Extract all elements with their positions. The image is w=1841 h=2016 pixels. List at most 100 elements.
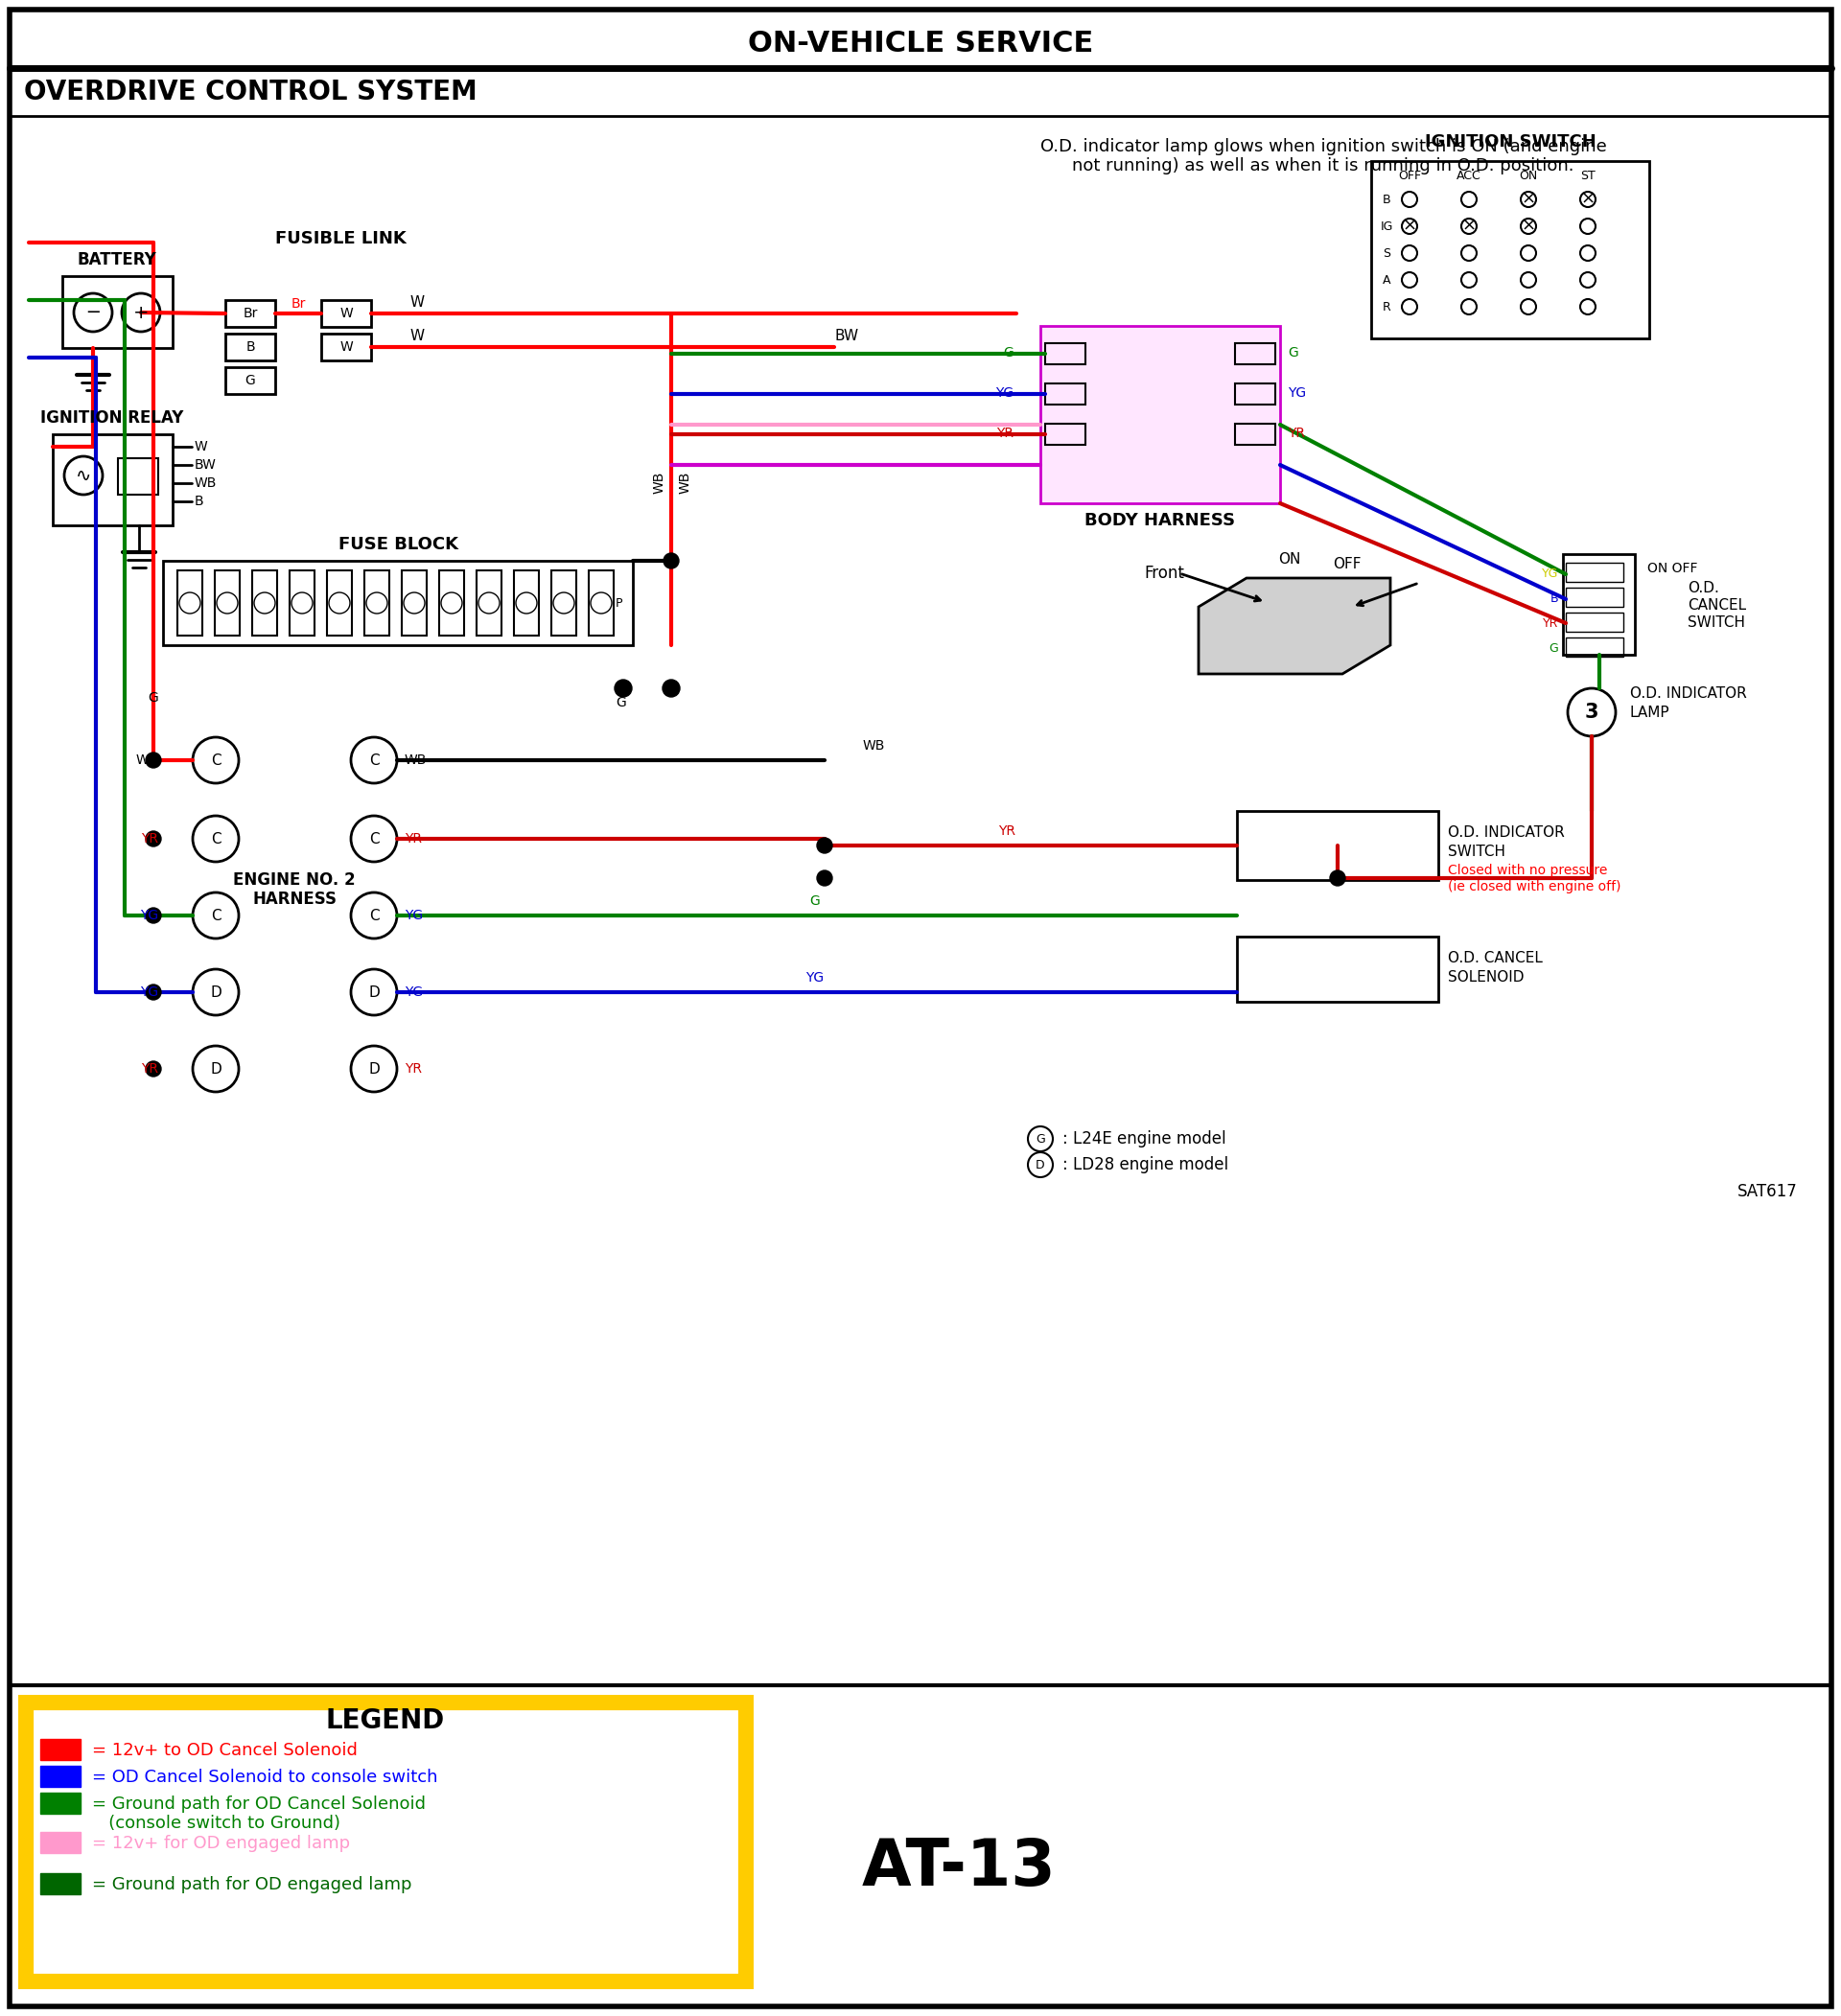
Bar: [328, 571, 352, 635]
Text: : LD28 engine model: : LD28 engine model: [1062, 1155, 1228, 1173]
Text: ─: ─: [87, 302, 99, 323]
Bar: [41, 1766, 81, 1786]
Text: YG: YG: [1287, 387, 1305, 399]
Text: YR: YR: [142, 833, 158, 845]
Text: G: G: [147, 691, 158, 706]
Text: B: B: [195, 494, 204, 508]
Text: YR: YR: [996, 427, 1014, 439]
Circle shape: [817, 871, 832, 885]
Bar: [1563, 554, 1635, 655]
Text: A: A: [1383, 274, 1390, 286]
Bar: [215, 571, 239, 635]
Bar: [320, 300, 372, 327]
Circle shape: [1329, 871, 1346, 885]
Bar: [514, 571, 539, 635]
Text: = Ground path for OD engaged lamp: = Ground path for OD engaged lamp: [92, 1877, 412, 1893]
Bar: [589, 571, 613, 635]
Text: BATTERY: BATTERY: [77, 252, 156, 268]
Bar: [1046, 343, 1086, 365]
Text: ×: ×: [1403, 218, 1418, 236]
Text: YR: YR: [998, 825, 1016, 839]
Text: P: P: [615, 597, 622, 609]
Text: ST: ST: [1580, 169, 1596, 181]
Text: ×: ×: [1521, 218, 1535, 236]
Text: BODY HARNESS: BODY HARNESS: [1084, 512, 1235, 528]
Bar: [41, 1833, 81, 1853]
Text: YG: YG: [1541, 566, 1557, 579]
Text: IGNITION RELAY: IGNITION RELAY: [41, 409, 184, 427]
Text: D: D: [210, 986, 221, 1000]
Text: 3: 3: [1585, 704, 1598, 722]
Text: D: D: [368, 986, 379, 1000]
Bar: [550, 571, 576, 635]
Text: BW: BW: [834, 329, 858, 343]
Text: B: B: [1383, 194, 1390, 206]
Text: G: G: [1036, 1133, 1046, 1145]
Text: = Ground path for OD Cancel Solenoid: = Ground path for OD Cancel Solenoid: [92, 1796, 425, 1812]
Text: WB: WB: [679, 472, 692, 494]
Text: BW: BW: [195, 458, 217, 472]
Text: YG: YG: [140, 909, 158, 921]
Text: YG: YG: [405, 986, 423, 998]
Text: C: C: [368, 833, 379, 847]
Bar: [164, 560, 633, 645]
Text: LEGEND: LEGEND: [326, 1708, 446, 1734]
Text: ENGINE NO. 2
HARNESS: ENGINE NO. 2 HARNESS: [234, 871, 355, 907]
Text: WB: WB: [654, 472, 666, 494]
Text: YR: YR: [1543, 617, 1557, 629]
Polygon shape: [1198, 579, 1390, 673]
Bar: [401, 571, 427, 635]
Circle shape: [663, 552, 679, 569]
Text: G: G: [617, 696, 626, 710]
Text: O.D. INDICATOR: O.D. INDICATOR: [1447, 825, 1565, 839]
Text: YG: YG: [405, 909, 423, 921]
Text: YR: YR: [405, 1062, 422, 1077]
Text: D: D: [368, 1062, 379, 1077]
Text: ON: ON: [1278, 552, 1302, 566]
Circle shape: [145, 831, 162, 847]
Text: YR: YR: [142, 1062, 158, 1077]
Bar: [225, 367, 274, 393]
Text: ×: ×: [1521, 192, 1535, 208]
Text: ON-VEHICLE SERVICE: ON-VEHICLE SERVICE: [747, 30, 1094, 56]
Bar: [1567, 587, 1624, 607]
Text: D: D: [210, 1062, 221, 1077]
Bar: [118, 458, 158, 494]
Text: O.D. indicator lamp glows when ignition switch is ON (and engine
not running) as: O.D. indicator lamp glows when ignition …: [1040, 137, 1607, 175]
Text: G: G: [245, 373, 256, 387]
Text: = OD Cancel Solenoid to console switch: = OD Cancel Solenoid to console switch: [92, 1768, 438, 1786]
Text: YR: YR: [405, 833, 422, 845]
Text: SWITCH: SWITCH: [1447, 845, 1506, 859]
Text: FUSE BLOCK: FUSE BLOCK: [339, 536, 458, 552]
Circle shape: [145, 984, 162, 1000]
Text: WB: WB: [195, 476, 217, 490]
Bar: [35, 1712, 736, 1972]
Bar: [1567, 637, 1624, 657]
Bar: [1237, 937, 1438, 1002]
Text: (ie closed with engine off): (ie closed with engine off): [1447, 881, 1620, 893]
Bar: [20, 1697, 749, 1986]
Bar: [1237, 810, 1438, 881]
Text: ON: ON: [1519, 169, 1537, 181]
Text: W: W: [195, 439, 208, 454]
Text: G: G: [1003, 347, 1014, 359]
Text: Front: Front: [1143, 564, 1184, 583]
Circle shape: [663, 679, 679, 698]
Text: = 12v+ for OD engaged lamp: = 12v+ for OD engaged lamp: [92, 1835, 350, 1853]
Text: = 12v+ to OD Cancel Solenoid: = 12v+ to OD Cancel Solenoid: [92, 1742, 357, 1760]
Text: Closed with no pressure: Closed with no pressure: [1447, 863, 1607, 877]
Text: Br: Br: [291, 296, 306, 310]
Text: Br: Br: [243, 306, 258, 321]
Bar: [41, 1792, 81, 1814]
Bar: [477, 571, 501, 635]
Text: O.D.: O.D.: [1688, 581, 1719, 595]
Text: WB: WB: [863, 740, 886, 752]
Text: LAMP: LAMP: [1629, 706, 1670, 720]
Text: W: W: [411, 329, 425, 343]
Bar: [41, 1740, 81, 1760]
Text: O.D. INDICATOR: O.D. INDICATOR: [1629, 685, 1747, 700]
Bar: [225, 300, 274, 327]
Text: YG: YG: [996, 387, 1014, 399]
Text: C: C: [210, 754, 221, 768]
Circle shape: [145, 752, 162, 768]
